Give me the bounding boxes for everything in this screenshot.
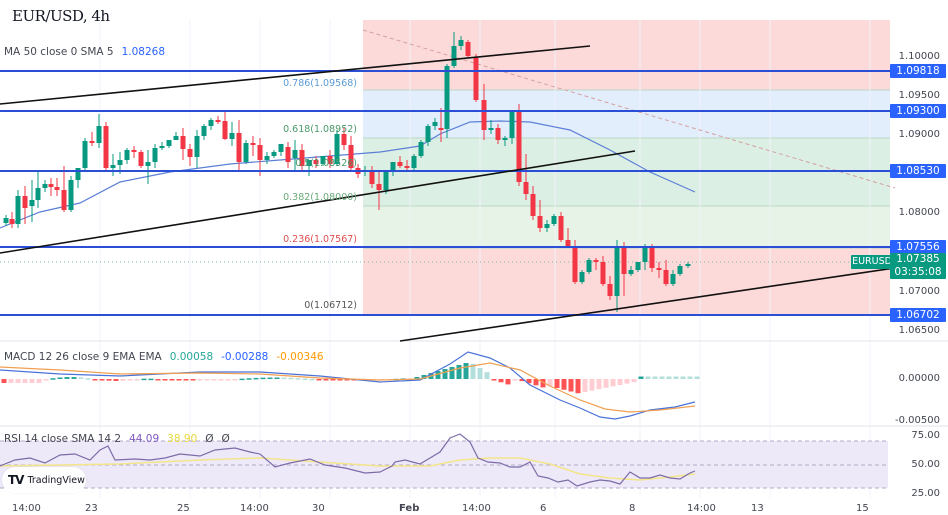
rsi-value: 44.09 [129, 433, 160, 445]
current-price: 1.07385 [896, 253, 940, 265]
price-axis-label: 1.08000 [898, 207, 940, 218]
price-axis-label: 1.07000 [898, 286, 940, 297]
fib-label: 0.382(1.08000) [283, 192, 357, 203]
tradingview-name: TradingView [27, 474, 85, 486]
macd-signal-value: -0.00288 [221, 351, 269, 363]
rsi-axis-label: 75.00 [911, 430, 940, 441]
chart-title: EUR/USD, 4h [12, 7, 110, 25]
rsi-extra-1: Ø [205, 433, 214, 445]
rsi-sma-value: 38.90 [167, 433, 198, 445]
macd-hist-value: -0.00346 [276, 351, 324, 363]
price-axis-label: 1.09500 [898, 90, 940, 101]
fib-label: 0.618(1.08952) [283, 124, 357, 135]
current-price-tag: 1.07385 03:35:08 [890, 253, 946, 279]
time-axis-label: 23 [85, 503, 98, 514]
time-axis-label: 13 [751, 503, 764, 514]
macd-value: 0.00058 [169, 351, 214, 363]
time-axis-label: 30 [312, 503, 325, 514]
level-price-tag: 1.06702 [890, 308, 946, 322]
bar-countdown: 03:35:08 [894, 266, 942, 278]
level-price-tag: 1.08530 [890, 164, 946, 178]
time-axis-label: 6 [540, 503, 547, 514]
time-axis-label: Feb [399, 503, 420, 514]
ma-legend-value: 1.08268 [121, 46, 166, 58]
fib-label: 0.786(1.09568) [283, 78, 357, 89]
symbol-tag: EURUSD [851, 255, 893, 269]
rsi-legend-label: RSI 14 close SMA 14 2 [4, 433, 122, 445]
price-axis-label: 1.10000 [898, 51, 940, 62]
macd-axis-label: -0.00500 [895, 415, 940, 426]
time-axis-label: 15 [856, 503, 869, 514]
time-axis-label: 14:00 [12, 503, 41, 514]
rsi-axis-label: 25.00 [911, 488, 940, 499]
fib-label: 0(1.06712) [304, 300, 357, 311]
level-price-tag: 1.07556 [890, 240, 946, 254]
fib-label: 0.5(1.08526) [295, 158, 357, 169]
level-price-tag: 1.09300 [890, 104, 946, 118]
price-axis-label: 1.09000 [898, 129, 940, 140]
time-axis-label: 8 [629, 503, 636, 514]
time-axis-label: 14:00 [687, 503, 716, 514]
rsi-axis-label: 50.00 [911, 459, 940, 470]
ma-legend-label: MA 50 close 0 SMA 5 [4, 46, 114, 58]
ma-legend: MA 50 close 0 SMA 5 1.08268 [4, 46, 165, 58]
tradingview-logo[interactable]: TV TradingView [2, 467, 86, 493]
macd-legend-label: MACD 12 26 close 9 EMA EMA [4, 351, 162, 363]
time-axis-label: 14:00 [240, 503, 269, 514]
rsi-extra-2: Ø [221, 433, 230, 445]
time-axis-label: 14:00 [462, 503, 491, 514]
tradingview-mark-icon: TV [8, 473, 25, 487]
fib-label: 0.236(1.07567) [283, 234, 357, 245]
price-axis-label: 1.06500 [898, 325, 940, 336]
macd-legend: MACD 12 26 close 9 EMA EMA 0.00058 -0.0028… [4, 351, 324, 363]
rsi-legend: RSI 14 close SMA 14 2 44.09 38.90 Ø Ø [4, 433, 230, 445]
macd-axis-label: 0.00000 [898, 373, 940, 384]
level-price-tag: 1.09818 [890, 64, 946, 78]
time-axis-label: 25 [177, 503, 190, 514]
